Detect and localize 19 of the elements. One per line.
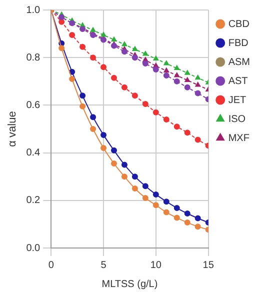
y-tick-label: 0.0 (26, 242, 41, 254)
legend-label: MXF (228, 132, 250, 144)
x-tick-label: 10 (150, 260, 162, 271)
x-tick-label: 5 (100, 260, 107, 271)
y-tick-label: 0.2 (26, 195, 41, 206)
legend-label: AST (228, 76, 248, 87)
x-tick-label: 15 (202, 260, 214, 271)
legend-label: FBD (228, 38, 248, 49)
x-axis-title: MLTSS (g/L) (102, 278, 158, 290)
legend-label: CBD (228, 18, 250, 30)
y-axis-title: α value (6, 111, 19, 147)
y-tick-label: 1.0 (26, 4, 41, 16)
legend-label: JET (228, 94, 246, 106)
y-tick-label: 0.6 (26, 100, 41, 111)
legend-label: ISO (228, 114, 246, 125)
legend-label: ASM (228, 56, 250, 68)
x-tick-label: 0 (48, 260, 54, 271)
y-tick-label: 0.4 (26, 148, 41, 159)
y-tick-label: 0.8 (26, 52, 41, 64)
